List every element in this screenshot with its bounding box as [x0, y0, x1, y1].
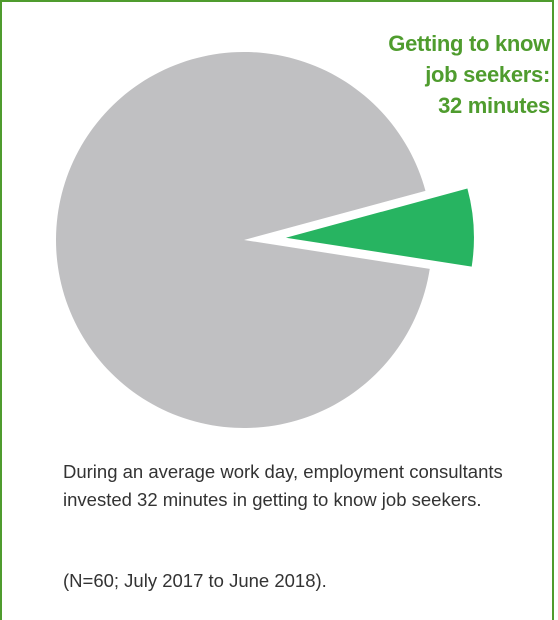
pie-chart-area: [55, 52, 474, 429]
chart-sample-note: (N=60; July 2017 to June 2018).: [63, 570, 327, 591]
pie-chart: [55, 52, 474, 429]
slice-callout-label: Getting to know job seekers: 32 minutes: [360, 28, 550, 121]
callout-line-1: Getting to know: [388, 31, 550, 56]
pie-slice-getting-to-know-job-seekers: [285, 188, 474, 267]
callout-line-3: 32 minutes: [438, 93, 550, 118]
pie-slice-remaining-time: [55, 52, 430, 429]
chart-card: Getting to know job seekers: 32 minutes …: [55, 28, 550, 591]
callout-line-2: job seekers:: [425, 62, 550, 87]
chart-caption: During an average work day, employment c…: [63, 461, 503, 510]
